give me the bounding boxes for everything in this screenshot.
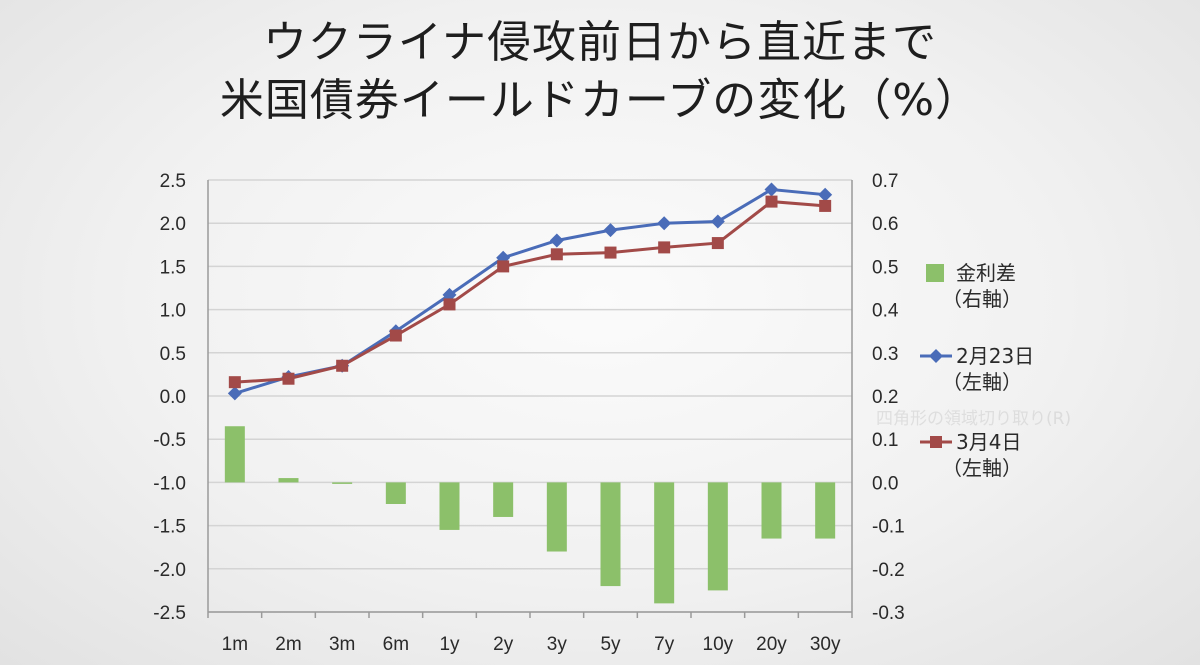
right-axis-tick-label: 0.6 bbox=[872, 214, 898, 235]
legend-label-series-1: 2月23日 bbox=[956, 344, 1034, 368]
bar-rate-diff bbox=[600, 482, 621, 587]
series-point-square bbox=[497, 260, 510, 273]
series-point-diamond bbox=[657, 216, 672, 231]
legend-note-series-1: （左軸） bbox=[942, 370, 1022, 394]
series-point-diamond bbox=[549, 233, 564, 248]
legend-swatch-bar bbox=[926, 264, 944, 282]
bar-rate-diff bbox=[761, 482, 782, 539]
series-point-square bbox=[389, 329, 402, 342]
left-axis-tick-label: 0.0 bbox=[160, 387, 186, 408]
right-axis-tick-label: 0.7 bbox=[872, 171, 898, 192]
tick-labels: 2.5 2.0 1.5 1.0 0.5 0.0 -0.5 -1.0 -1.5 -2.0 -2.5 0.… bbox=[153, 171, 905, 655]
x-axis-category-label: 2y bbox=[493, 634, 514, 655]
x-axis-category-label: 20y bbox=[756, 634, 787, 655]
watermark-text: 四角形の領域切り取り(R) bbox=[876, 409, 1072, 429]
right-axis-tick-label: 0.0 bbox=[872, 473, 898, 494]
right-axis-tick-label: -0.1 bbox=[872, 517, 905, 538]
bar-rate-diff bbox=[815, 482, 836, 539]
series-line-1 bbox=[234, 187, 826, 395]
series-point-diamond bbox=[603, 223, 618, 238]
series-point-square bbox=[336, 359, 349, 372]
bar-rate-diff bbox=[439, 482, 460, 530]
x-axis-category-label: 2m bbox=[275, 634, 301, 655]
left-axis-tick-label: 0.5 bbox=[160, 344, 186, 365]
legend-label-series-2: 3月4日 bbox=[956, 430, 1021, 454]
legend-label-bar: 金利差 bbox=[956, 261, 1016, 285]
bar-rate-diff bbox=[707, 482, 728, 591]
x-axis-category-label: 30y bbox=[810, 634, 841, 655]
x-axis-category-label: 5y bbox=[600, 634, 621, 655]
bar-rate-diff bbox=[224, 426, 245, 483]
series-line-2 bbox=[234, 200, 826, 384]
legend: 金利差（右軸）2月23日（左軸）3月4日（左軸） bbox=[920, 261, 1034, 480]
bar-rate-diff bbox=[278, 478, 299, 483]
right-axis-tick-label: -0.3 bbox=[872, 603, 905, 624]
line-series bbox=[227, 182, 833, 401]
chart-title-line-2: 米国債券イールドカーブの変化（%） bbox=[219, 75, 981, 126]
x-axis-category-label: 10y bbox=[703, 634, 734, 655]
series-point-square bbox=[282, 372, 295, 385]
x-axis-category-label: 1y bbox=[439, 634, 460, 655]
right-axis-tick-label: 0.1 bbox=[872, 430, 898, 451]
left-axis-tick-label: 2.0 bbox=[160, 214, 186, 235]
left-axis-tick-label: -2.0 bbox=[153, 560, 186, 581]
bar-series-rate-diff bbox=[224, 426, 836, 604]
left-axis-tick-label: 1.0 bbox=[160, 301, 186, 322]
left-axis-tick-label: 1.5 bbox=[160, 257, 186, 278]
left-axis-tick-label: 2.5 bbox=[160, 171, 186, 192]
chart-title: ウクライナ侵攻前日から直近まで 米国債券イールドカーブの変化（%） bbox=[0, 14, 1200, 130]
x-axis-category-label: 1m bbox=[222, 634, 248, 655]
legend-note-series-2: （左軸） bbox=[942, 456, 1022, 480]
series-point-square bbox=[819, 199, 832, 212]
series-point-square bbox=[443, 298, 456, 311]
right-axis-tick-label: 0.4 bbox=[872, 301, 899, 322]
series-point-diamond bbox=[818, 187, 833, 202]
left-axis-tick-label: -1.0 bbox=[153, 473, 186, 494]
axes bbox=[207, 180, 853, 618]
bar-rate-diff bbox=[385, 482, 406, 504]
series-point-square bbox=[550, 248, 563, 261]
bar-rate-diff bbox=[493, 482, 514, 517]
series-point-square bbox=[711, 237, 724, 250]
legend-note-bar: （右軸） bbox=[942, 287, 1022, 311]
left-axis-tick-label: -1.5 bbox=[153, 517, 186, 538]
left-axis-tick-label: -2.5 bbox=[153, 603, 186, 624]
bar-rate-diff bbox=[332, 482, 353, 484]
right-axis-tick-label: 0.3 bbox=[872, 344, 898, 365]
x-axis-category-label: 6m bbox=[383, 634, 409, 655]
bar-rate-diff bbox=[546, 482, 567, 552]
x-axis-category-label: 3m bbox=[329, 634, 355, 655]
series-point-square bbox=[228, 376, 241, 389]
series-point-diamond bbox=[710, 214, 725, 229]
left-axis-tick-label: -0.5 bbox=[153, 430, 186, 451]
right-axis-tick-label: -0.2 bbox=[872, 560, 905, 581]
series-point-square bbox=[765, 195, 778, 208]
right-axis-tick-label: 0.2 bbox=[872, 387, 898, 408]
x-axis-category-label: 3y bbox=[547, 634, 568, 655]
bar-rate-diff bbox=[654, 482, 675, 604]
series-point-square bbox=[604, 246, 617, 259]
series-point-diamond bbox=[764, 182, 779, 197]
series-point-diamond bbox=[442, 287, 457, 302]
legend-marker-diamond bbox=[929, 349, 943, 363]
legend-marker-square bbox=[930, 436, 942, 448]
grid-lines bbox=[208, 179, 852, 613]
series-point-diamond bbox=[227, 386, 242, 401]
chart-title-line-1: ウクライナ侵攻前日から直近まで bbox=[262, 17, 938, 68]
x-axis-category-label: 7y bbox=[654, 634, 675, 655]
right-axis-tick-label: 0.5 bbox=[872, 257, 898, 278]
series-point-square bbox=[658, 241, 671, 254]
